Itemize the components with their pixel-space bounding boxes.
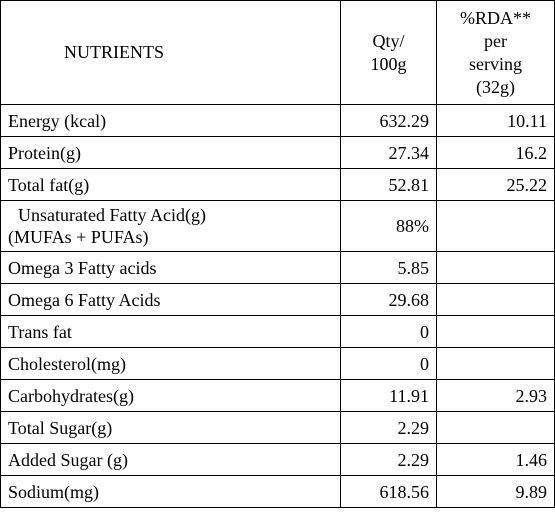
nutrient-rda [436, 283, 555, 316]
nutrient-qty: 52.81 [340, 168, 437, 201]
nutrient-qty: 0 [340, 315, 437, 348]
nutrient-rda: 25.22 [436, 168, 555, 201]
header-rda-line3: serving [469, 53, 522, 74]
nutrient-name-line2: (MUFAs + PUFAs) [8, 227, 149, 247]
table-row-omega-6: Omega 6 Fatty Acids 29.68 [0, 283, 555, 316]
nutrient-name: Total Sugar(g) [0, 411, 341, 444]
nutrient-rda [436, 347, 555, 380]
header-nutrients: NUTRIENTS [0, 0, 341, 105]
nutrient-qty: 0 [340, 347, 437, 380]
nutrient-name: Protein(g) [0, 136, 341, 169]
nutrient-rda [436, 315, 555, 348]
nutrient-name-line1: Unsaturated Fatty Acid(g) [18, 205, 206, 225]
header-nutrients-label: NUTRIENTS [64, 42, 164, 62]
nutrient-name: Total fat(g) [0, 168, 341, 201]
nutrient-qty: 27.34 [340, 136, 437, 169]
nutrient-rda [436, 411, 555, 444]
header-rda-line2: per [484, 30, 507, 51]
header-rda-line1: %RDA** [460, 7, 531, 28]
nutrient-name: Omega 3 Fatty acids [0, 251, 341, 284]
header-rda: %RDA** per serving (32g) [436, 0, 555, 105]
nutrient-rda [436, 251, 555, 284]
header-rda-line4: (32g) [476, 76, 515, 97]
nutrient-qty: 88% [340, 200, 437, 252]
nutrient-name: Trans fat [0, 315, 341, 348]
table-row-protein: Protein(g) 27.34 16.2 [0, 136, 555, 169]
table-row-energy: Energy (kcal) 632.29 10.11 [0, 104, 555, 137]
nutrient-name: Added Sugar (g) [0, 443, 341, 476]
header-qty-line1: Qty/ [372, 30, 405, 51]
nutrient-qty: 632.29 [340, 104, 437, 137]
table-row-cholesterol: Cholesterol(mg) 0 [0, 347, 555, 380]
header-qty: Qty/ 100g [340, 0, 437, 105]
table-row-omega-3: Omega 3 Fatty acids 5.85 [0, 251, 555, 284]
nutrient-qty: 11.91 [340, 379, 437, 412]
header-row: NUTRIENTS Qty/ 100g %RDA** per serving (… [0, 0, 555, 105]
table-row-carbohydrates: Carbohydrates(g) 11.91 2.93 [0, 379, 555, 412]
table-row-sodium: Sodium(mg) 618.56 9.89 [0, 475, 555, 508]
nutrient-name: Carbohydrates(g) [0, 379, 341, 412]
table-row-unsaturated-fatty-acid: Unsaturated Fatty Acid(g) (MUFAs + PUFAs… [0, 200, 555, 252]
table-row-trans-fat: Trans fat 0 [0, 315, 555, 348]
nutrient-qty: 5.85 [340, 251, 437, 284]
nutrient-name: Sodium(mg) [0, 475, 341, 508]
nutrient-qty: 29.68 [340, 283, 437, 316]
nutrient-name: Energy (kcal) [0, 104, 341, 137]
nutrient-rda: 16.2 [436, 136, 555, 169]
nutrient-rda: 2.93 [436, 379, 555, 412]
nutrient-rda: 1.46 [436, 443, 555, 476]
table-row-total-sugar: Total Sugar(g) 2.29 [0, 411, 555, 444]
nutrient-rda: 9.89 [436, 475, 555, 508]
nutrient-rda [436, 200, 555, 252]
nutrient-name: Cholesterol(mg) [0, 347, 341, 380]
nutrient-qty: 618.56 [340, 475, 437, 508]
nutrient-rda: 10.11 [436, 104, 555, 137]
nutrient-name: Unsaturated Fatty Acid(g) (MUFAs + PUFAs… [0, 200, 341, 252]
table-row-total-fat: Total fat(g) 52.81 25.22 [0, 168, 555, 201]
header-qty-line2: 100g [370, 53, 407, 74]
nutrient-qty: 2.29 [340, 443, 437, 476]
nutrient-qty: 2.29 [340, 411, 437, 444]
table-row-added-sugar: Added Sugar (g) 2.29 1.46 [0, 443, 555, 476]
nutrient-name: Omega 6 Fatty Acids [0, 283, 341, 316]
